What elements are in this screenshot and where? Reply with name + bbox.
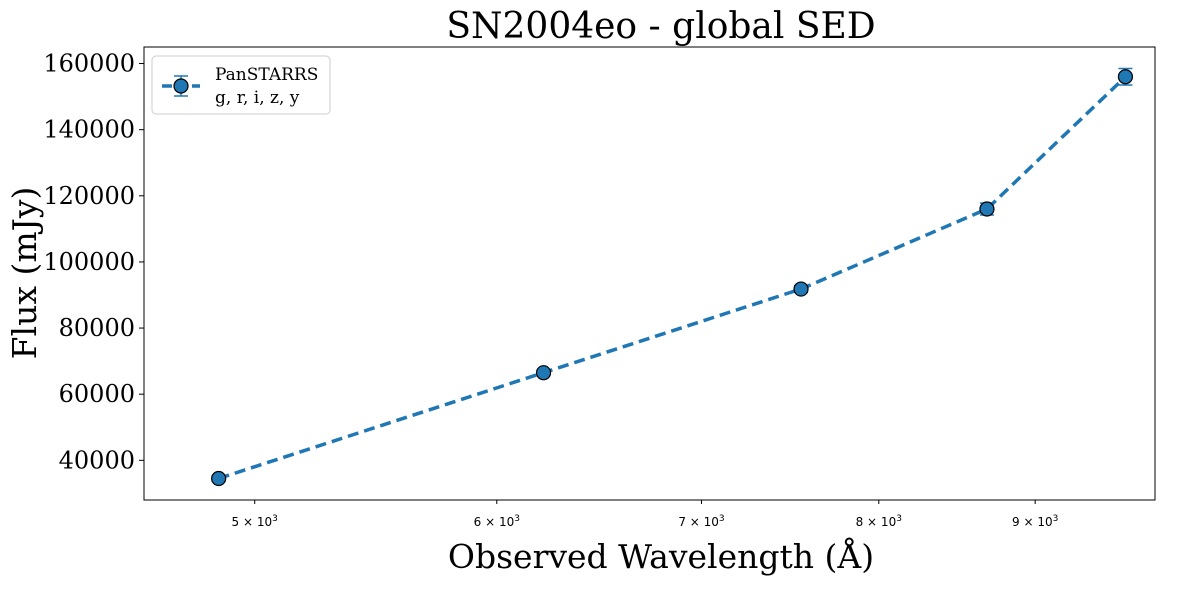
x-tick-label: 5 × 103	[232, 514, 278, 529]
y-tick-label: 100000	[43, 248, 135, 276]
x-axis-label: Observed Wavelength (Å)	[448, 536, 874, 576]
x-axis-ticks: 5 × 103 6 × 103 7 × 103 8 × 103 9 × 103	[232, 500, 1058, 529]
y-axis-ticks: 40000 60000 80000 100000 120000 140000 160000	[43, 50, 144, 474]
x-tick-label: 9 × 103	[1012, 514, 1058, 529]
chart-title: SN2004eo - global SED	[446, 6, 875, 47]
legend-series-sub: g, r, i, z, y	[215, 88, 300, 108]
x-tick-label: 8 × 103	[856, 514, 902, 529]
y-tick-label: 140000	[43, 116, 135, 144]
data-point	[535, 365, 552, 381]
x-tick-label: 7 × 103	[678, 514, 724, 529]
legend: PanSTARRS g, r, i, z, y	[151, 55, 331, 115]
x-tick-label: 6 × 103	[474, 514, 520, 529]
data-point	[793, 281, 809, 297]
legend-box	[151, 55, 331, 115]
data-point	[211, 470, 227, 487]
y-tick-label: 60000	[59, 380, 135, 408]
series-line	[218, 75, 1127, 481]
data-point	[1117, 69, 1134, 85]
y-tick-label: 120000	[43, 182, 135, 210]
y-tick-label: 160000	[43, 50, 135, 78]
legend-series-name: PanSTARRS	[215, 65, 318, 85]
y-tick-label: 80000	[59, 314, 135, 342]
plot-frame	[143, 46, 1156, 501]
y-axis-label: Flux (mJy)	[5, 187, 44, 360]
data-point	[979, 201, 995, 217]
y-tick-label: 40000	[59, 446, 135, 474]
legend-marker-swatch	[173, 78, 189, 94]
series-layer	[211, 67, 1134, 487]
